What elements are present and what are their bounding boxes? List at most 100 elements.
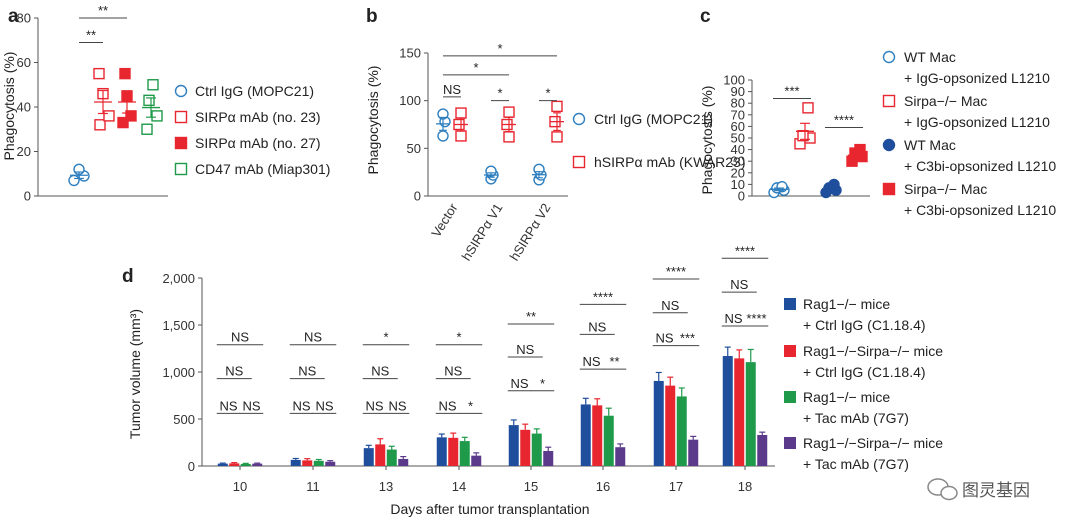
panel-c-y-tick-label: 0 — [738, 189, 745, 204]
panel-c-y-tick-label: 70 — [731, 107, 745, 122]
panel-d-y-tick-label: 1,000 — [162, 365, 195, 380]
panel-b-sig-label: * — [497, 41, 502, 56]
panel-b-point — [455, 107, 467, 119]
panel-b-y-tick-label: 0 — [414, 189, 421, 204]
panel-d-bar — [688, 439, 699, 466]
panel-d-sig-label: NS — [315, 398, 333, 413]
panel-d-bar — [302, 460, 313, 466]
panel-b-legend-marker — [572, 155, 586, 169]
panel-d-legend-line1: Rag1−/− mice — [803, 389, 890, 405]
panel-b-sig-label: * — [545, 86, 550, 101]
panel-c-y-tick-label: 40 — [731, 142, 745, 157]
panel-a-point — [143, 94, 155, 107]
panel-d-x-tick-label: 13 — [379, 479, 393, 494]
panel-d-sig-label: * — [383, 330, 388, 345]
panel-d-legend-swatch — [784, 391, 796, 403]
panel-a-point — [94, 119, 106, 131]
panel-a-legend-label: CD47 mAb (Miap301) — [195, 161, 330, 177]
panel-d-bar — [592, 405, 603, 466]
panel-d-bar — [459, 441, 470, 466]
panel-d-legend-line1: Rag1−/− mice — [803, 296, 890, 312]
panel-label-d: d — [122, 266, 134, 287]
panel-c-y-tick-label: 60 — [731, 119, 745, 134]
panel-d-sig-label: NS — [582, 354, 600, 369]
panel-d-sig-label: ** — [609, 354, 619, 369]
panel-d-bar — [313, 460, 324, 466]
panel-d-bar — [471, 455, 482, 466]
panel-d-x-tick-label: 10 — [233, 479, 247, 494]
panel-a-y-tick-label: 20 — [17, 144, 31, 159]
panel-d-bar — [363, 448, 374, 466]
panel-c-y-label: Phagocytosis (%) — [699, 86, 715, 195]
panel-d-legend-swatch — [784, 345, 796, 357]
panel-a-y-tick-label: 60 — [17, 55, 31, 70]
panel-b-sig-label: NS — [443, 82, 461, 97]
panel-a-y-label: Phagocytosis (%) — [1, 52, 17, 161]
panel-d-sig-label: ** — [526, 309, 536, 324]
panel-a-point — [103, 110, 115, 122]
panel-a-point — [125, 110, 137, 122]
panel-d-bar — [508, 425, 519, 466]
panel-b-y-tick-label: 100 — [399, 93, 421, 108]
panel-d-bar — [375, 444, 386, 466]
panel-d-sig-label: NS — [371, 364, 389, 379]
panel-a-y-tick-label: 80 — [17, 11, 31, 26]
panel-d-sig-label: **** — [746, 311, 766, 326]
panel-d-legend-line2: + Tac mAb (7G7) — [803, 410, 909, 426]
panel-d-x-tick-label: 11 — [306, 479, 320, 494]
panel-a-y-tick-label: 40 — [17, 100, 31, 115]
panel-d-bar — [543, 450, 554, 466]
panel-d-legend-line1: Rag1−/−Sirpa−/− mice — [803, 435, 943, 451]
panel-d-legend-swatch — [784, 298, 796, 310]
panel-c-legend-marker — [882, 138, 896, 152]
panel-d-bar — [448, 437, 459, 466]
panel-d-sig-label: * — [540, 376, 545, 391]
panel-c-sig-label: **** — [834, 113, 854, 128]
panel-b-y-label: Phagocytosis (%) — [365, 66, 381, 175]
panel-c-legend-line2: + IgG-opsonized L1210 — [904, 114, 1050, 130]
panel-d-legend-line2: + Ctrl IgG (C1.18.4) — [803, 317, 926, 333]
panel-d-sig-label: NS — [304, 330, 322, 345]
panel-d-bar — [653, 380, 664, 466]
panel-d-bar — [217, 463, 228, 466]
panel-d-bar — [757, 434, 768, 466]
panel-a-point — [93, 67, 105, 80]
panel-d-bar — [229, 463, 240, 466]
panel-label-c: c — [700, 6, 711, 27]
panel-c-legend-line2: + C3bi-opsonized L1210 — [904, 158, 1056, 174]
panel-c-legend-line1: WT Mac — [904, 49, 956, 65]
panel-a-legend-marker — [174, 162, 188, 176]
panel-d-y-label: Tumor volume (mm³) — [127, 309, 143, 439]
panel-a-legend-marker — [174, 84, 188, 98]
panel-a-y-tick-label: 0 — [24, 189, 31, 204]
panel-d-sig-label: NS — [724, 311, 742, 326]
panel-d-chart: 0 500 1,000 1,500 2,000 Tumor volume (mm³) Day… — [127, 243, 943, 517]
panel-c-y-tick-label: 20 — [731, 165, 745, 180]
panel-c-legend-marker — [882, 50, 896, 64]
panel-d-x-tick-label: 17 — [669, 479, 683, 494]
panel-c-legend-line1: WT Mac — [904, 137, 956, 153]
panel-d-sig-label: NS — [438, 398, 456, 413]
panel-d-sig-label: NS — [510, 376, 528, 391]
panel-b-legend-label: Ctrl IgG (MOPC21) — [594, 111, 713, 127]
panel-d-sig-label: NS — [388, 398, 406, 413]
panel-d-legend-line1: Rag1−/−Sirpa−/− mice — [803, 343, 943, 359]
wechat-icon — [927, 478, 958, 501]
panel-d-y-tick-label: 1,500 — [162, 318, 195, 333]
panel-a-sig-label: ** — [86, 27, 96, 42]
panel-b-point — [455, 130, 467, 142]
panel-d-bar — [580, 404, 591, 466]
panel-b-x-label-v2: hSIRPα V2 — [507, 201, 554, 264]
panel-d-sig-label: NS — [292, 398, 310, 413]
panel-c-y-tick-label: 100 — [723, 73, 745, 88]
panel-d-sig-label: *** — [680, 331, 695, 346]
panel-a-point — [117, 116, 129, 129]
panel-d-sig-label: NS — [516, 342, 534, 357]
panel-d-x-tick-label: 16 — [596, 479, 610, 494]
panel-d-bar — [398, 458, 409, 466]
panel-b-x-label-vector: Vector — [428, 200, 461, 240]
panel-a-point — [119, 67, 131, 80]
panel-d-bar — [745, 362, 756, 466]
watermark-text: 图灵基因 — [962, 481, 1030, 500]
